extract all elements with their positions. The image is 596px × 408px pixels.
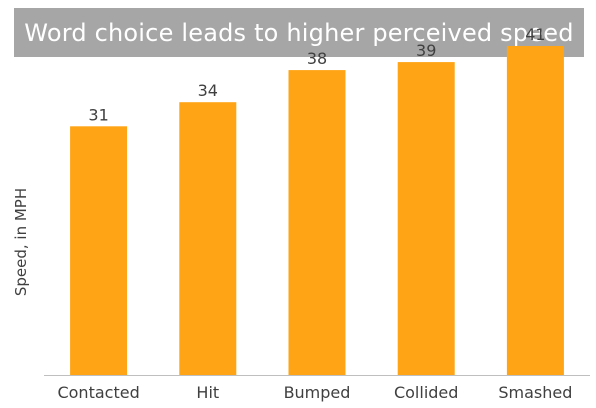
chart-title: Word choice leads to higher perceived sp… xyxy=(24,18,574,47)
category-label-bumped: Bumped xyxy=(284,383,351,402)
bar-smashed xyxy=(506,46,564,375)
category-label-collided: Collided xyxy=(394,383,458,402)
data-label-contacted: 31 xyxy=(88,105,108,124)
chart-title-band: Word choice leads to higher perceived sp… xyxy=(14,8,584,57)
bars-group: 31 34 38 39 41 xyxy=(70,25,564,375)
data-label-hit: 34 xyxy=(198,81,218,100)
category-labels-group: Contacted Hit Bumped Collided Smashed xyxy=(57,383,572,402)
category-label-smashed: Smashed xyxy=(498,383,572,402)
bar-contacted xyxy=(70,126,128,375)
category-label-hit: Hit xyxy=(196,383,219,402)
bar-hit xyxy=(179,102,237,375)
data-label-collided: 39 xyxy=(416,41,436,60)
data-label-bumped: 38 xyxy=(307,49,327,68)
y-axis-label: Speed, in MPH xyxy=(12,188,30,296)
data-label-smashed: 41 xyxy=(525,25,545,44)
bar-bumped xyxy=(288,70,346,375)
bar-collided xyxy=(397,62,455,375)
category-label-contacted: Contacted xyxy=(57,383,139,402)
